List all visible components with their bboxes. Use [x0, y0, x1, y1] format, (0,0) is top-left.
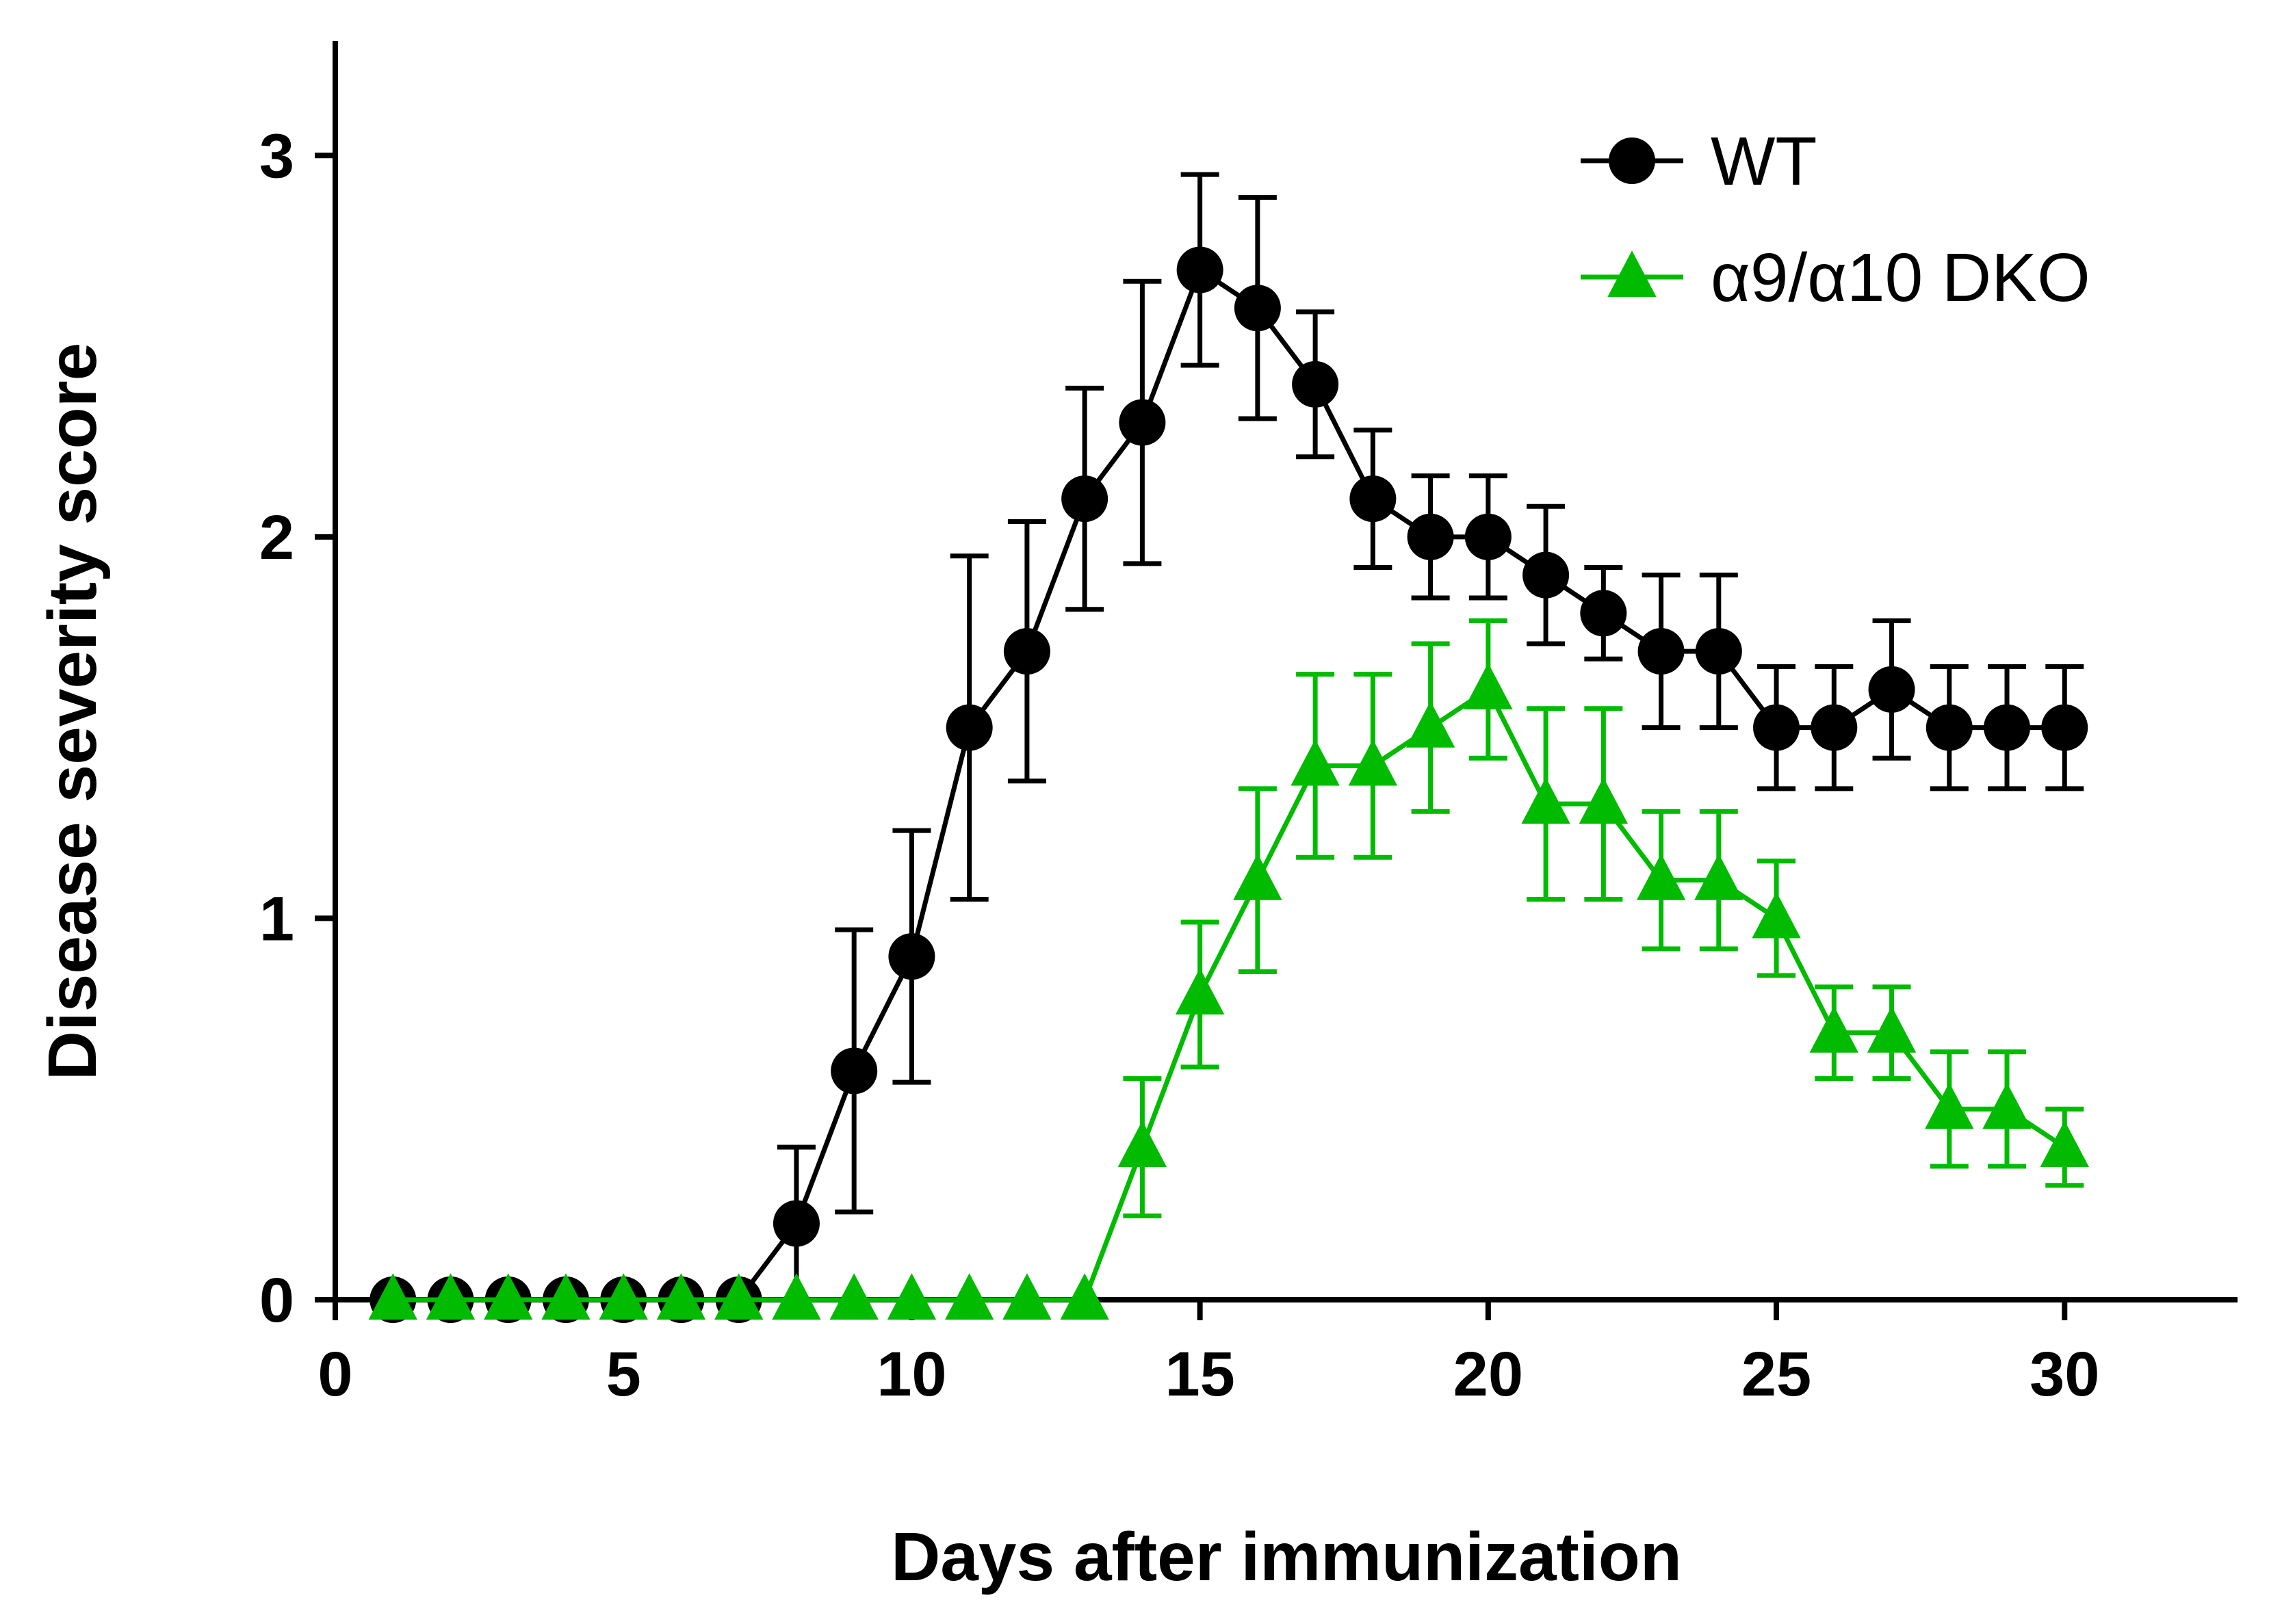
data-point [1233, 853, 1282, 900]
data-point [773, 1200, 820, 1247]
y-ticks: 0 1 2 3 [259, 121, 335, 1335]
data-point [1349, 475, 1397, 523]
series-wt [369, 172, 2088, 1323]
data-point [887, 1273, 937, 1320]
legend-marker [1609, 137, 1655, 184]
data-point [1176, 246, 1223, 293]
data-point [946, 704, 993, 751]
data-point [1809, 1006, 1859, 1053]
y-tick-label: 0 [259, 1266, 294, 1335]
data-point [368, 1273, 417, 1320]
data-point [599, 1273, 648, 1320]
data-point [2040, 1121, 2089, 1168]
data-point [1348, 739, 1398, 786]
data-point [1580, 590, 1627, 637]
data-point [1867, 1006, 1917, 1053]
x-ticks: 0 5 10 15 20 25 30 [317, 1300, 2099, 1409]
data-point [426, 1273, 476, 1320]
legend-label: WT [1711, 123, 1817, 200]
data-point [484, 1273, 533, 1320]
data-point [1464, 663, 1513, 709]
data-point [1060, 1273, 1109, 1320]
data-point [1407, 513, 1454, 560]
y-tick-label: 2 [259, 503, 294, 573]
data-point [1982, 1082, 2032, 1129]
data-point [1522, 551, 1570, 599]
series-line [393, 685, 2066, 1302]
series-dko [368, 618, 2089, 1320]
legend-marker [1607, 250, 1657, 298]
data-point [2041, 704, 2088, 751]
data-point [1811, 704, 1858, 751]
data-point [772, 1273, 821, 1320]
data-point [1175, 968, 1225, 1015]
data-point [1521, 777, 1570, 824]
data-point [714, 1273, 764, 1320]
legend-item-wt: WT [1581, 123, 1817, 200]
series-line [393, 266, 2065, 1302]
x-tick-label: 30 [2030, 1339, 2099, 1409]
x-tick-label: 15 [1165, 1339, 1234, 1409]
y-axis-title: Disease severity score [34, 343, 111, 1081]
data-point [1117, 1121, 1167, 1168]
legend-label: α9/α10 DKO [1711, 239, 2090, 316]
x-tick-label: 10 [877, 1339, 946, 1409]
data-point [1753, 704, 1800, 751]
data-point [1752, 891, 1801, 939]
legend-item-dko: α9/α10 DKO [1581, 239, 2090, 316]
data-point [1119, 399, 1166, 446]
data-point [1925, 1082, 1974, 1129]
data-point [1695, 628, 1742, 675]
data-point [1003, 628, 1050, 675]
data-point [1061, 475, 1108, 523]
data-point [1234, 285, 1281, 332]
data-point [1464, 513, 1512, 560]
data-point [829, 1273, 879, 1320]
data-point [1868, 666, 1915, 713]
data-point [1636, 853, 1686, 900]
data-point [1405, 700, 1455, 748]
data-point [1292, 361, 1339, 408]
data-point [1637, 628, 1685, 675]
y-tick-label: 1 [259, 884, 294, 954]
data-point [888, 933, 935, 980]
data-point [1984, 704, 2031, 751]
x-tick-label: 20 [1453, 1339, 1523, 1409]
data-point [541, 1273, 591, 1320]
data-point [656, 1273, 706, 1320]
data-point [944, 1273, 994, 1320]
data-point [1926, 704, 1973, 751]
data-point [1579, 777, 1629, 824]
data-point [1002, 1273, 1052, 1320]
data-point [831, 1047, 878, 1095]
data-point [1291, 739, 1340, 786]
x-tick-label: 25 [1741, 1339, 1811, 1409]
y-tick-label: 3 [259, 121, 294, 191]
data-point [1694, 853, 1743, 900]
x-tick-label: 0 [317, 1339, 352, 1409]
x-axis-title: Days after immunization [891, 1519, 1682, 1595]
x-tick-label: 5 [606, 1339, 641, 1409]
series-layer [368, 172, 2089, 1323]
legend: WT α9/α10 DKO [1581, 123, 2090, 316]
